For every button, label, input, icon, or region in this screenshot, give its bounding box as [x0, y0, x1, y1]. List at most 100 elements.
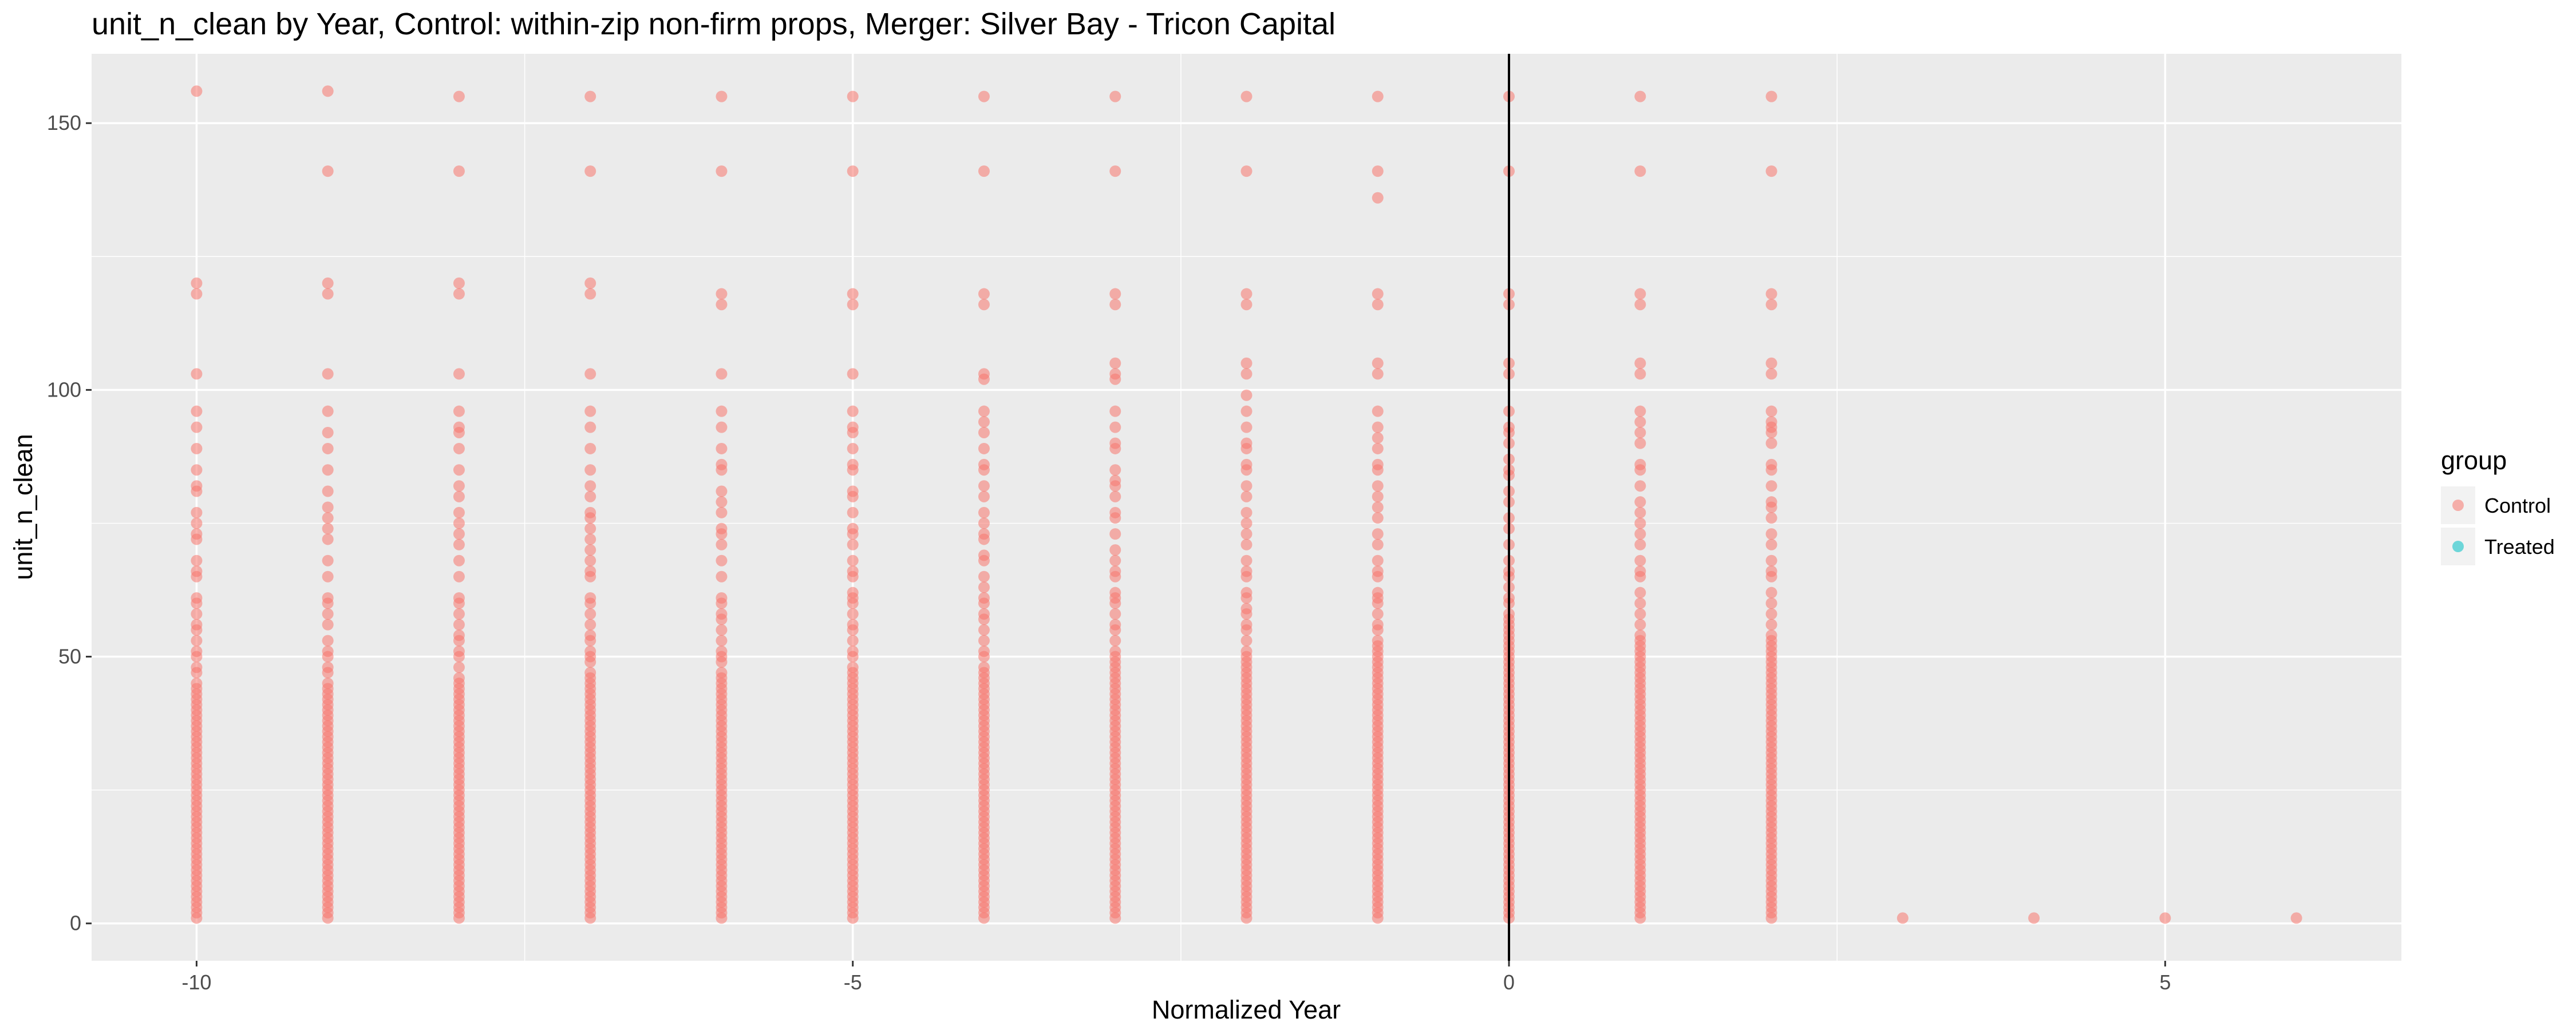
data-point — [1634, 635, 1646, 647]
data-point — [1372, 90, 1384, 102]
data-point — [1765, 587, 1777, 599]
data-point — [453, 517, 465, 529]
data-point — [1372, 421, 1384, 433]
data-point — [978, 442, 990, 454]
data-point — [1240, 442, 1253, 454]
data-point — [1897, 912, 1909, 924]
data-point — [1372, 501, 1384, 513]
data-point — [847, 442, 859, 454]
data-point — [978, 299, 990, 311]
data-point — [1240, 389, 1253, 401]
data-point — [716, 464, 728, 476]
data-point — [322, 405, 334, 417]
data-point — [322, 554, 334, 566]
data-point — [847, 624, 859, 636]
data-point — [322, 678, 334, 690]
data-point — [453, 442, 465, 454]
data-point — [1765, 635, 1777, 647]
data-point — [322, 85, 334, 97]
data-point — [584, 608, 596, 620]
data-point — [1372, 608, 1384, 620]
data-point — [1109, 608, 1121, 620]
data-point — [453, 571, 465, 583]
data-point — [978, 288, 990, 300]
data-point — [1109, 528, 1121, 540]
data-point — [978, 613, 990, 625]
data-point — [978, 480, 990, 492]
data-point — [584, 405, 596, 417]
data-point — [1634, 416, 1646, 428]
data-point — [453, 651, 465, 663]
data-point — [1372, 192, 1384, 204]
data-point — [716, 496, 728, 508]
data-point — [1634, 571, 1646, 583]
data-point — [1109, 597, 1121, 609]
data-point — [191, 571, 203, 583]
data-point — [191, 485, 203, 497]
data-point — [1765, 299, 1777, 311]
data-point — [847, 571, 859, 583]
data-point — [1240, 421, 1253, 433]
data-point — [191, 85, 203, 97]
data-point — [322, 635, 334, 647]
data-point — [716, 485, 728, 497]
data-point — [1109, 624, 1121, 636]
data-point — [1372, 288, 1384, 300]
data-point — [584, 533, 596, 545]
data-point — [191, 405, 203, 417]
data-point — [1372, 597, 1384, 609]
data-point — [978, 464, 990, 476]
data-point — [322, 277, 334, 289]
data-point — [1240, 405, 1253, 417]
data-point — [453, 490, 465, 502]
y-tick-label: 50 — [58, 645, 81, 668]
data-point — [191, 506, 203, 518]
data-point — [716, 421, 728, 433]
data-point — [716, 90, 728, 102]
data-point — [1372, 165, 1384, 177]
data-point — [1765, 608, 1777, 620]
data-point — [1372, 554, 1384, 566]
data-point — [1109, 442, 1121, 454]
data-point — [1240, 288, 1253, 300]
data-point — [978, 554, 990, 566]
data-point — [584, 442, 596, 454]
data-point — [584, 277, 596, 289]
legend: group Control Treated — [2441, 446, 2555, 565]
data-point — [191, 635, 203, 647]
data-point — [322, 597, 334, 609]
data-point — [1634, 165, 1646, 177]
data-point — [716, 442, 728, 454]
data-point — [191, 277, 203, 289]
data-point — [453, 165, 465, 177]
data-point — [716, 506, 728, 518]
data-point — [584, 544, 596, 556]
legend-title: group — [2441, 446, 2507, 475]
data-point — [191, 288, 203, 300]
data-point — [847, 299, 859, 311]
data-point — [1372, 538, 1384, 550]
data-point — [978, 426, 990, 438]
data-point — [1634, 464, 1646, 476]
data-point — [1109, 490, 1121, 502]
data-point — [584, 554, 596, 566]
data-point — [978, 517, 990, 529]
data-point — [1765, 528, 1777, 540]
x-tick-label: 5 — [2159, 970, 2171, 994]
data-point — [1109, 512, 1121, 524]
data-point — [1765, 437, 1777, 449]
data-point — [1240, 554, 1253, 566]
data-point — [847, 405, 859, 417]
data-point — [1240, 90, 1253, 102]
data-point — [1240, 538, 1253, 550]
data-point — [1634, 90, 1646, 102]
data-point — [978, 571, 990, 583]
data-point — [1765, 464, 1777, 476]
data-point — [847, 90, 859, 102]
data-point — [1634, 437, 1646, 449]
data-point — [1765, 368, 1777, 380]
data-point — [322, 442, 334, 454]
data-point — [2290, 912, 2302, 924]
data-point — [453, 277, 465, 289]
